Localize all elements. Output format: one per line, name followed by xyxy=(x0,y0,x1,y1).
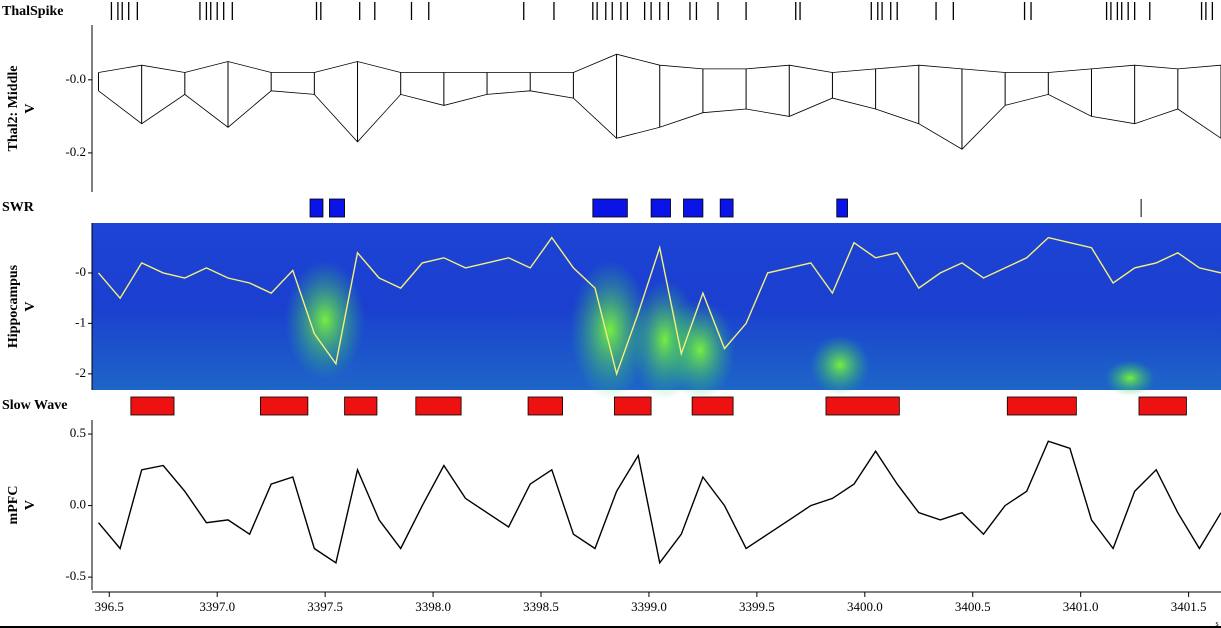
unit-label: V xyxy=(23,103,38,113)
x-tick-label: 3397.5 xyxy=(307,599,343,614)
interval-bar xyxy=(683,198,704,218)
channel-title: Thal2: Middle xyxy=(6,66,21,152)
y-tick-label: -0.2 xyxy=(65,144,86,159)
x-tick-label: 3397.0 xyxy=(199,599,235,614)
trace xyxy=(97,236,1221,377)
trace xyxy=(97,440,1221,565)
interval-bar xyxy=(614,396,652,416)
y-tick-label: -1 xyxy=(75,314,86,329)
interval-bar xyxy=(1006,396,1077,416)
spectrogram-blob xyxy=(1105,360,1155,396)
channel-title: mPFC xyxy=(6,486,21,525)
y-tick-label: -0 xyxy=(75,264,86,279)
interval-bar xyxy=(344,396,378,416)
interval-bar xyxy=(527,396,563,416)
interval-bar xyxy=(650,198,671,218)
spectrogram xyxy=(92,223,1221,400)
y-tick-label: 0.0 xyxy=(70,497,86,512)
x-tick-label: 3398.5 xyxy=(523,599,559,614)
interval-bar xyxy=(329,198,345,218)
x-tick-label: 3401.0 xyxy=(1063,599,1099,614)
unit-label: V xyxy=(23,500,38,510)
x-tick-label: 3401.5 xyxy=(1171,599,1207,614)
x-tick-label: 3399.5 xyxy=(739,599,775,614)
channel-title: Slow Wave xyxy=(2,398,67,413)
x-unit: s xyxy=(1215,619,1218,628)
spectrogram-blob xyxy=(810,335,870,395)
interval-bar xyxy=(592,198,628,218)
interval-bar xyxy=(836,198,848,218)
y-tick-label: -0.5 xyxy=(65,568,86,583)
unit-label: V xyxy=(23,301,38,311)
spectrogram-blob xyxy=(570,260,650,400)
x-tick-label: 3399.0 xyxy=(631,599,667,614)
x-tick-label: 396.5 xyxy=(95,599,124,614)
interval-bar xyxy=(415,396,462,416)
spectrogram-blob xyxy=(285,260,365,380)
x-tick-label: 3398.0 xyxy=(415,599,451,614)
interval-bar xyxy=(130,396,175,416)
y-tick-label: 0.5 xyxy=(70,425,86,440)
interval-bar xyxy=(1138,396,1187,416)
spectrogram-blob xyxy=(665,300,735,400)
interval-bar xyxy=(259,396,309,416)
y-tick-label: -2 xyxy=(75,365,86,380)
interval-bar xyxy=(691,396,734,416)
channel-title: SWR xyxy=(2,200,35,215)
channel-title: ThalSpike xyxy=(2,4,63,19)
interval-bar xyxy=(825,396,900,416)
x-tick-label: 3400.5 xyxy=(955,599,991,614)
interval-bar xyxy=(309,198,324,218)
interval-bar xyxy=(719,198,734,218)
x-tick-label: 3400.0 xyxy=(847,599,883,614)
y-tick-label: -0.0 xyxy=(65,71,86,86)
channel-title: Hippocampus xyxy=(6,264,21,348)
